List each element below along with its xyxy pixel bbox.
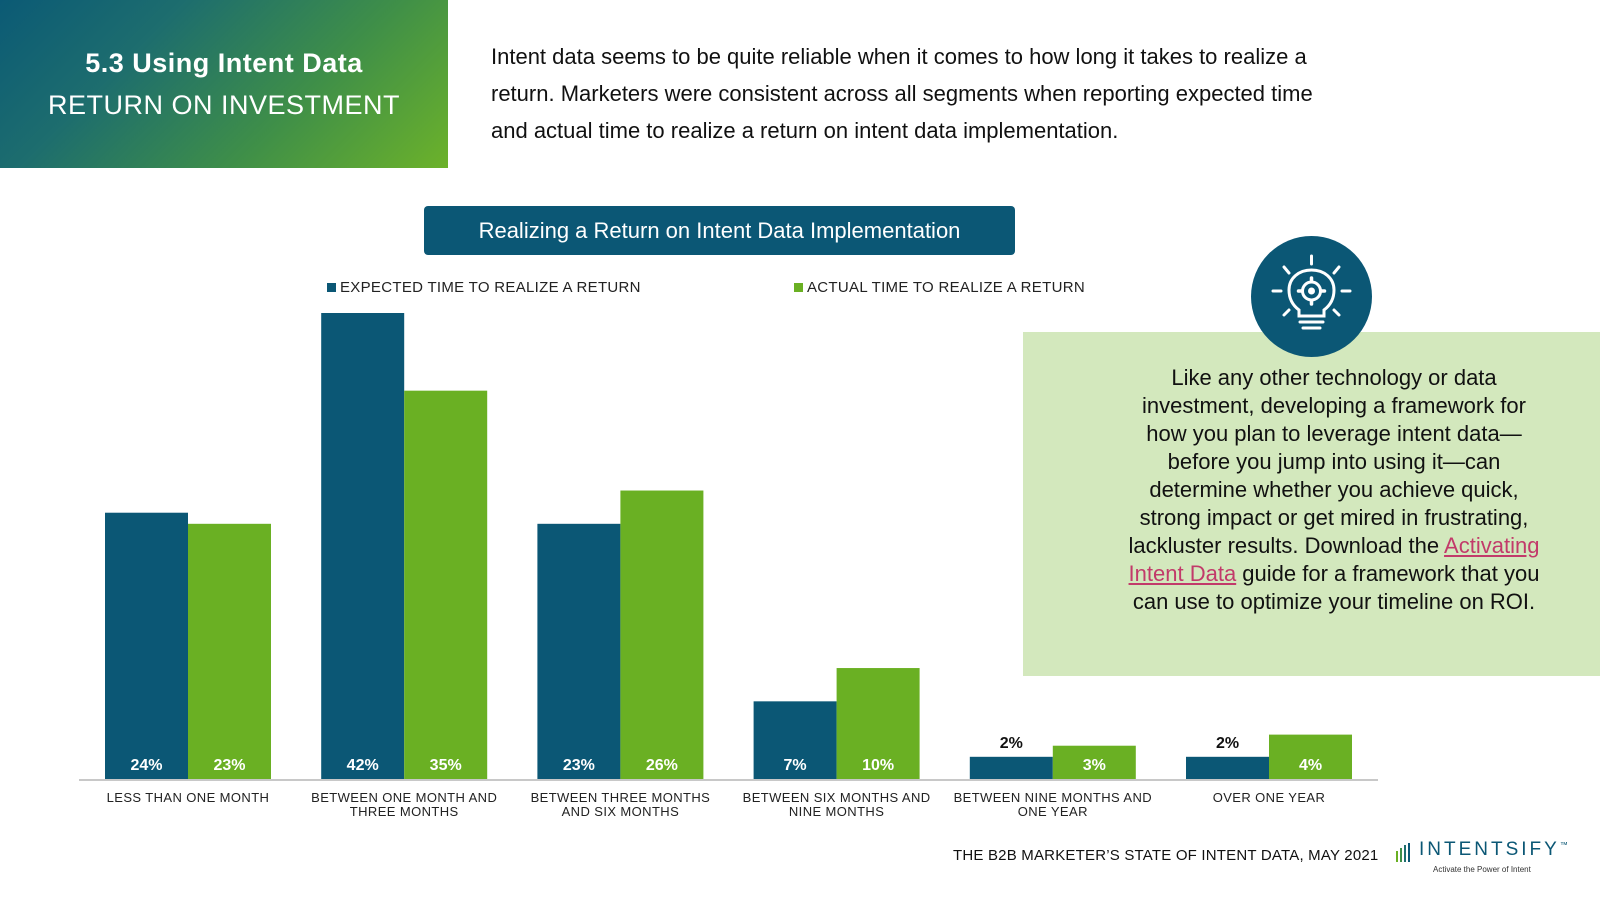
logo-bars-icon [1396,843,1410,862]
category-label-0: LESS THAN ONE MONTH [107,790,270,805]
data-label-actual-5: 4% [1299,757,1322,774]
intentsify-logo: INTENTSIFY™ Activate the Power of Intent [1393,839,1573,879]
bar-actual-4 [1052,745,1136,779]
category-label-1: BETWEEN ONE MONTH AND [311,790,497,805]
logo-wordmark: INTENTSIFY [1419,839,1560,860]
legend-actual: ACTUAL TIME TO REALIZE A RETURN [794,279,1085,296]
data-label-expected-5: 2% [1216,735,1239,752]
logo-tagline: Activate the Power of Intent [1433,865,1531,874]
data-label-expected-2: 23% [563,757,595,774]
callout-text-before: Like any other technology or data invest… [1128,365,1529,558]
data-label-expected-1: 42% [347,757,379,774]
category-label-1: THREE MONTHS [350,804,459,819]
category-label-5: OVER ONE YEAR [1213,790,1326,805]
category-label-4: ONE YEAR [1018,804,1088,819]
bar-expected-0 [105,512,188,779]
bar-actual-2 [620,490,704,779]
data-label-expected-4: 2% [1000,735,1023,752]
data-label-actual-0: 23% [213,757,245,774]
lightbulb-gear-icon [1251,236,1372,357]
bar-expected-1 [321,313,405,779]
bar-expected-5 [1186,756,1269,779]
bar-actual-1 [404,390,488,779]
category-label-2: AND SIX MONTHS [562,804,680,819]
activating-intent-data-link[interactable]: Activating Intent Data [1128,533,1540,586]
tip-callout: Like any other technology or data invest… [1023,332,1600,676]
bar-expected-2 [537,523,621,779]
data-label-actual-3: 10% [862,757,894,774]
chart-title: Realizing a Return on Intent Data Implem… [424,206,1015,255]
logo-trademark: ™ [1559,840,1568,850]
section-title: 5.3 Using Intent Data [85,48,363,78]
bar-expected-4 [969,756,1053,779]
callout-text-after: guide for a framework that you can use t… [1132,561,1540,614]
category-label-3: NINE MONTHS [789,804,884,819]
legend-actual-swatch [794,283,803,292]
category-label-2: BETWEEN THREE MONTHS [531,790,711,805]
bar-expected-3 [753,701,837,779]
source-citation: THE B2B MARKETER’S STATE OF INTENT DATA,… [953,847,1379,864]
legend-actual-label: ACTUAL TIME TO REALIZE A RETURN [807,279,1085,296]
legend-expected-label: EXPECTED TIME TO REALIZE A RETURN [340,279,641,296]
data-label-actual-2: 26% [646,757,678,774]
section-header: 5.3 Using Intent Data RETURN ON INVESTME… [0,0,448,168]
section-subtitle: RETURN ON INVESTMENT [47,90,400,120]
category-label-3: BETWEEN SIX MONTHS AND [743,790,931,805]
bar-actual-3 [836,668,920,779]
legend-expected-swatch [327,283,336,292]
logo-name: INTENTSIFY™ [1419,839,1568,861]
data-label-expected-3: 7% [784,757,807,774]
bar-actual-0 [188,523,271,779]
bar-actual-5 [1269,734,1352,779]
intro-paragraph: Intent data seems to be quite reliable w… [491,44,1313,143]
data-label-actual-4: 3% [1083,757,1106,774]
data-label-expected-0: 24% [130,757,162,774]
callout-text: Like any other technology or data invest… [1119,364,1549,616]
legend-expected: EXPECTED TIME TO REALIZE A RETURN [327,279,641,296]
category-label-4: BETWEEN NINE MONTHS AND [954,790,1152,805]
data-label-actual-1: 35% [430,757,462,774]
